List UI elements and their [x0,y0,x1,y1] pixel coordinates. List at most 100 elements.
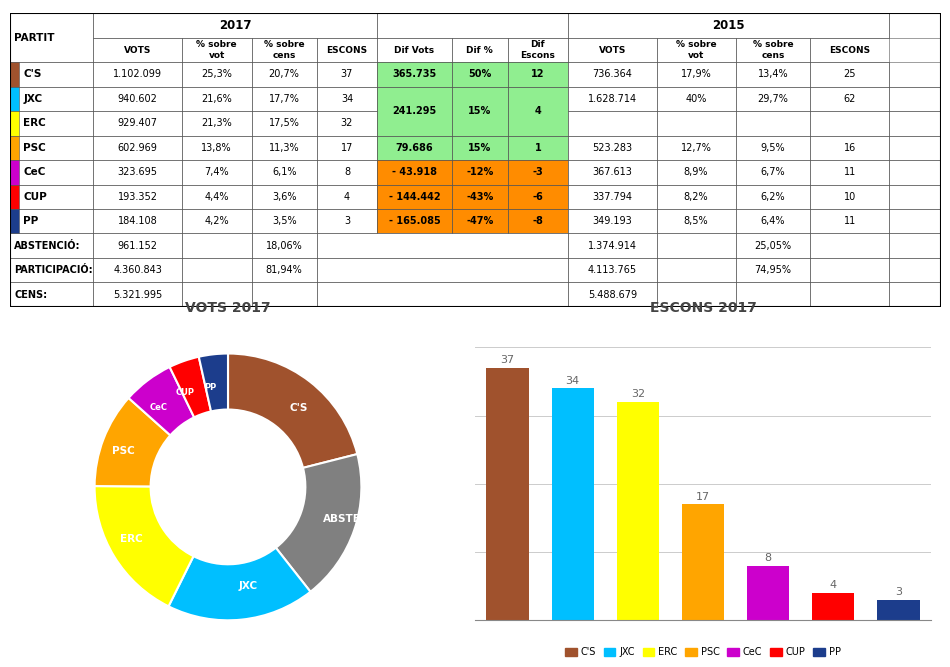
Wedge shape [228,354,357,468]
Bar [377,209,452,233]
Bar [316,233,568,258]
Bar [735,209,810,233]
Bar [656,62,735,87]
Bar [10,258,93,282]
Text: 13,8%: 13,8% [201,143,232,153]
Text: 1.374.914: 1.374.914 [588,241,636,251]
Text: CeC: CeC [150,403,168,412]
Text: 349.193: 349.193 [593,216,632,226]
Bar [889,135,940,160]
Text: CENS:: CENS: [14,289,48,299]
Text: 602.969: 602.969 [118,143,158,153]
Text: PARTICIPACIÓ:: PARTICIPACIÓ: [14,265,93,275]
Bar [507,135,568,160]
Text: ERC: ERC [120,534,142,544]
Text: -6: -6 [532,192,543,201]
Bar [316,258,568,282]
Text: PP: PP [204,383,217,392]
Text: % sobre
cens: % sobre cens [752,40,793,60]
Bar [889,87,940,111]
Title: ESCONS 2017: ESCONS 2017 [650,301,756,315]
Bar [735,38,810,62]
Text: 10: 10 [844,192,856,201]
Bar [810,282,889,307]
Bar [452,62,507,87]
Text: 34: 34 [565,376,580,386]
Text: 4.360.843: 4.360.843 [113,265,162,275]
Bar [181,282,252,307]
Bar [889,185,940,209]
Text: - 43.918: - 43.918 [392,167,437,177]
Text: PARTIT: PARTIT [14,33,55,43]
Text: 736.364: 736.364 [593,69,633,79]
Bar [507,87,568,135]
Bar [568,38,656,62]
Bar [252,62,316,87]
Text: ABSTENCIÓ:: ABSTENCIÓ: [323,514,393,524]
Bar [181,209,252,233]
Bar [507,62,568,87]
Text: - 165.085: - 165.085 [389,216,441,226]
Bar [889,111,940,135]
Bar [568,111,656,135]
Bar [377,209,452,233]
Bar [10,111,93,135]
Text: ESCONS: ESCONS [829,45,870,55]
Bar [507,185,568,209]
Bar [377,185,452,209]
Bar [316,111,377,135]
Bar [452,38,507,62]
Bar [735,111,810,135]
Bar [93,282,181,307]
Text: PSC: PSC [24,143,47,153]
Bar [377,38,452,62]
Text: 4: 4 [829,580,837,590]
Bar [93,233,181,258]
Text: 15%: 15% [468,106,491,116]
Text: 6,7%: 6,7% [761,167,786,177]
Bar [10,209,19,233]
Bar [377,13,568,38]
Text: 4,2%: 4,2% [204,216,229,226]
Text: 17,5%: 17,5% [269,119,299,128]
Text: JXC: JXC [238,582,257,592]
Bar [252,185,316,209]
Text: % sobre
vot: % sobre vot [197,40,237,60]
Bar [810,258,889,282]
Text: 25,3%: 25,3% [201,69,232,79]
Bar [452,135,507,160]
Bar [507,135,568,160]
Bar [507,185,568,209]
Bar [377,185,452,209]
Bar [810,111,889,135]
Text: - 144.442: - 144.442 [389,192,440,201]
Bar [568,62,656,87]
Text: CUP: CUP [24,192,48,201]
Text: JXC: JXC [24,94,43,104]
Wedge shape [170,357,211,418]
Wedge shape [95,486,194,606]
Bar [889,13,940,38]
Bar [316,209,377,233]
Text: 50%: 50% [468,69,491,79]
Text: 184.108: 184.108 [118,216,158,226]
Text: 81,94%: 81,94% [266,265,302,275]
Bar [316,282,568,307]
Bar [452,87,507,135]
Text: 12,7%: 12,7% [680,143,712,153]
Bar [682,504,724,620]
Bar [316,135,377,160]
Bar [316,38,377,62]
Text: 193.352: 193.352 [118,192,158,201]
Text: 5.488.679: 5.488.679 [588,289,636,299]
Text: 929.407: 929.407 [118,119,158,128]
Text: 323.695: 323.695 [118,167,158,177]
Bar [568,13,889,38]
Bar [889,62,940,87]
Text: 25: 25 [844,69,856,79]
Bar [181,233,252,258]
Text: 37: 37 [501,356,515,365]
Text: 8: 8 [765,553,771,563]
Bar [735,160,810,185]
Bar [735,185,810,209]
